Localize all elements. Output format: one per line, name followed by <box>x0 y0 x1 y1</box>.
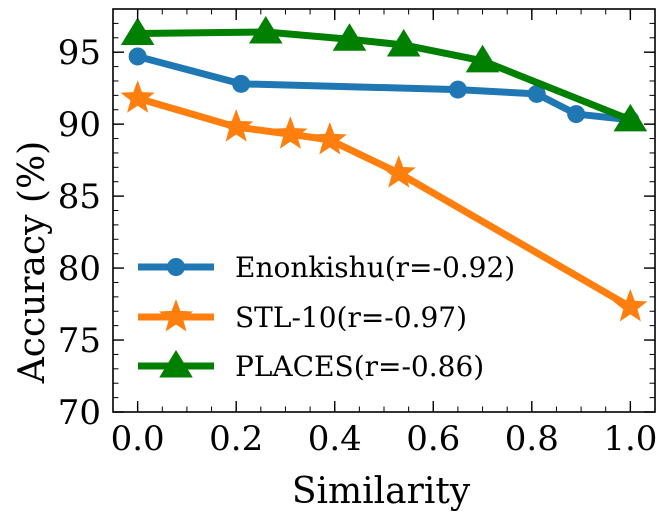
legend-entry-2: PLACES(r=-0.86) <box>138 350 484 383</box>
y-tick-label: 80 <box>58 249 101 289</box>
y-tick-label: 85 <box>58 177 101 217</box>
y-axis-label: Accuracy (%) <box>12 141 53 384</box>
series-line-1 <box>136 94 633 310</box>
legend-label-1: STL-10(r=-0.97) <box>235 301 467 334</box>
x-tick-label: 0.2 <box>209 419 263 459</box>
series-1 <box>120 80 648 322</box>
series-line-0 <box>136 53 631 124</box>
legend-label-2: PLACES(r=-0.86) <box>235 350 484 383</box>
data-point-2-3 <box>386 28 421 57</box>
x-tick-label: 0.8 <box>505 419 559 459</box>
data-point-1-5 <box>613 288 648 322</box>
axes-layer: 0.0 0.2 0.4 0.6 0.8 1.0 70 75 80 85 90 95 <box>58 8 657 459</box>
legend-marker-0 <box>167 258 185 276</box>
x-tick-label: 0.4 <box>308 419 362 459</box>
data-point-2-4 <box>465 44 500 73</box>
data-point-1-1 <box>219 109 254 142</box>
legend-entry-0: Enonkishu(r=-0.92) <box>138 251 515 284</box>
data-point-2-2 <box>332 23 367 51</box>
data-point-1-3 <box>312 121 347 155</box>
data-point-2-5 <box>613 103 648 132</box>
y-tick-label: 75 <box>58 321 101 361</box>
data-point-0-1 <box>232 74 251 93</box>
series-2 <box>120 16 648 132</box>
x-tick-label: 0.0 <box>111 419 165 459</box>
legend-entry-1: STL-10(r=-0.97) <box>138 299 467 334</box>
series-line-2 <box>137 28 632 124</box>
legend-marker-2 <box>159 350 193 378</box>
y-tick-label: 90 <box>58 105 101 145</box>
data-point-0-0 <box>128 47 147 66</box>
data-point-0-3 <box>527 84 546 103</box>
y-tick-label: 70 <box>58 393 101 433</box>
x-tick-label: 1.0 <box>603 419 657 459</box>
legend: Enonkishu(r=-0.92) STL-10(r=-0.97) PLACES(… <box>138 251 515 383</box>
data-point-1-4 <box>381 155 416 188</box>
data-point-0-2 <box>448 80 467 99</box>
y-tick-label: 95 <box>58 33 101 73</box>
data-point-2-1 <box>248 16 283 44</box>
data-point-1-0 <box>120 80 155 113</box>
data-point-0-4 <box>567 105 586 124</box>
series-layer <box>120 16 648 322</box>
legend-marker-1 <box>158 299 194 332</box>
legend-label-0: Enonkishu(r=-0.92) <box>235 251 515 284</box>
x-tick-label: 0.6 <box>406 419 460 459</box>
data-point-2-0 <box>120 17 155 45</box>
data-point-1-2 <box>273 116 308 149</box>
x-axis-label: Similarity <box>292 471 471 512</box>
